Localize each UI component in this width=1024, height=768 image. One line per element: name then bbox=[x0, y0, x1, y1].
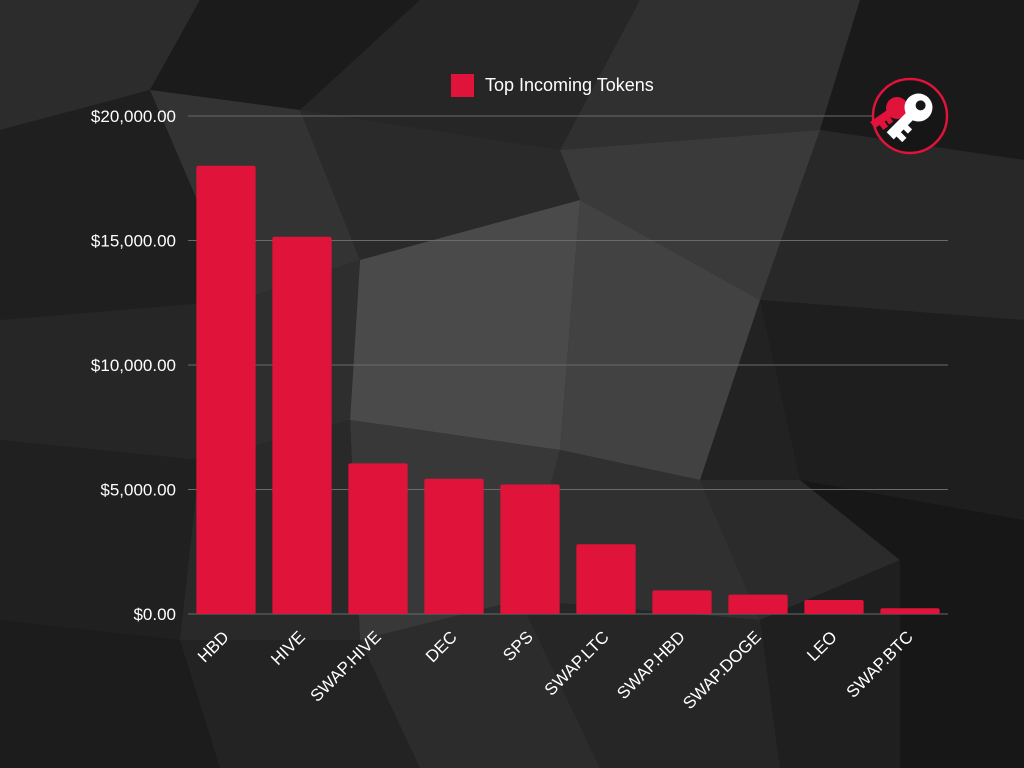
bar-leo[interactable] bbox=[804, 600, 864, 614]
bar-swap-hive[interactable] bbox=[348, 463, 408, 614]
bar-dec[interactable] bbox=[424, 478, 484, 614]
bar-hbd[interactable] bbox=[196, 165, 256, 615]
x-tick-label: HIVE bbox=[267, 627, 308, 668]
x-tick-label: SWAP.HBD bbox=[613, 627, 689, 703]
y-tick-label: $5,000.00 bbox=[100, 481, 176, 500]
x-tick-label: DEC bbox=[422, 627, 461, 666]
x-tick-label: HBD bbox=[194, 627, 233, 666]
y-axis-ticks: $0.00 $5,000.00 $10,000.00 $15,000.00 $20,00… bbox=[91, 107, 176, 624]
x-tick-label: SWAP.BTC bbox=[843, 627, 917, 701]
y-tick-label: $10,000.00 bbox=[91, 356, 176, 375]
legend-label: Top Incoming Tokens bbox=[485, 75, 654, 95]
legend-swatch bbox=[451, 74, 474, 97]
y-tick-label: $0.00 bbox=[133, 605, 176, 624]
x-tick-label: SPS bbox=[499, 627, 536, 664]
bar-swap-doge[interactable] bbox=[728, 594, 788, 614]
bar-sps[interactable] bbox=[500, 484, 560, 614]
bar-swap-btc[interactable] bbox=[880, 608, 940, 614]
x-tick-label: SWAP.DOGE bbox=[679, 627, 765, 713]
bar-swap-hbd[interactable] bbox=[652, 590, 712, 614]
key-logo-icon bbox=[870, 77, 949, 155]
y-tick-label: $20,000.00 bbox=[91, 107, 176, 126]
y-tick-label: $15,000.00 bbox=[91, 232, 176, 251]
x-tick-label: SWAP.LTC bbox=[541, 627, 613, 699]
bars bbox=[196, 165, 940, 615]
x-tick-label: LEO bbox=[803, 627, 840, 664]
legend[interactable]: Top Incoming Tokens bbox=[451, 74, 654, 97]
bar-swap-ltc[interactable] bbox=[576, 544, 636, 614]
x-tick-label: SWAP.HIVE bbox=[307, 627, 385, 705]
bar-hive[interactable] bbox=[272, 236, 332, 614]
